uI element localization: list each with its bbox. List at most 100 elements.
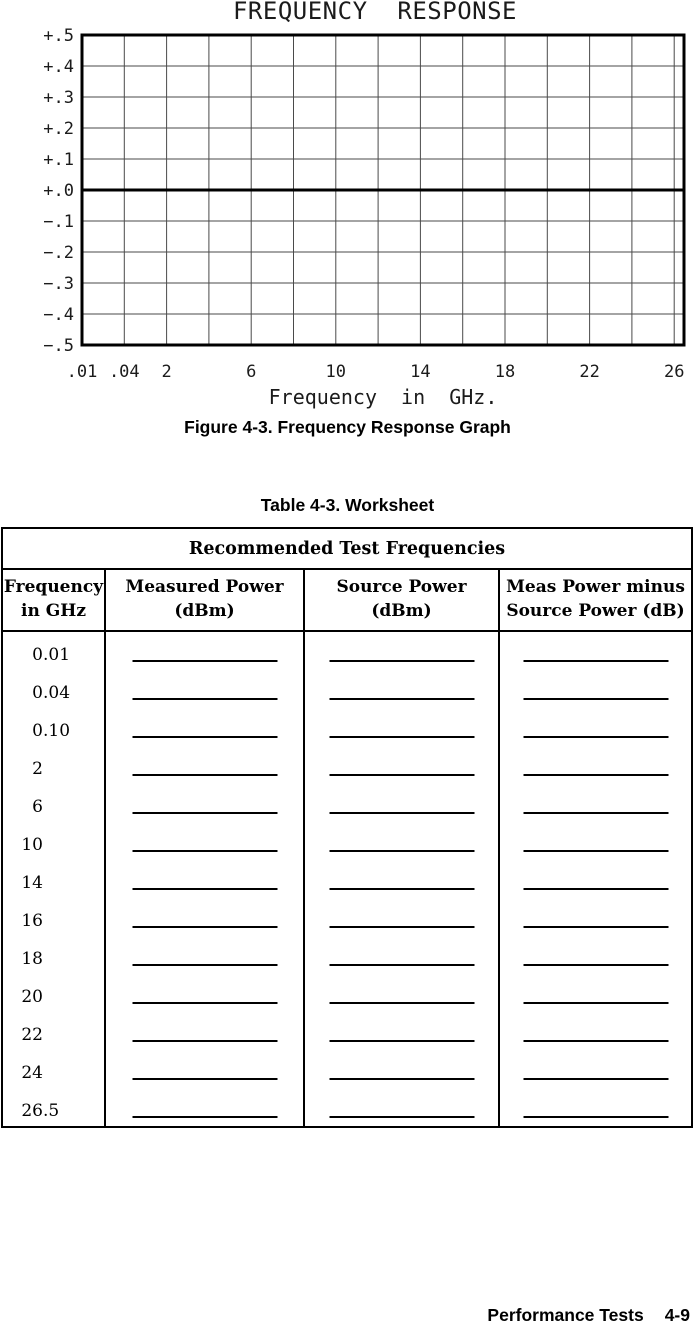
frequency-int: 26	[21, 1101, 43, 1121]
table-row: 22	[3, 1012, 691, 1050]
header-meas-minus-source: Meas Power minus Source Power (dB)	[498, 570, 691, 630]
measured-power-blank-line	[132, 926, 277, 928]
meas-minus-source-blank-line	[523, 1116, 668, 1118]
x-tick-label: .01	[67, 362, 98, 382]
y-tick-label: +.5	[43, 26, 74, 46]
source-power-blank-line	[329, 926, 474, 928]
frequency-int: 16	[21, 911, 43, 931]
source-power-cell	[303, 784, 498, 822]
meas-minus-source-cell	[498, 784, 691, 822]
source-power-blank-line	[329, 964, 474, 966]
source-power-blank-line	[329, 1002, 474, 1004]
meas-minus-source-cell	[498, 860, 691, 898]
meas-minus-source-blank-line	[523, 1002, 668, 1004]
frequency-frac: .5	[43, 1101, 60, 1121]
source-power-cell	[303, 936, 498, 974]
frequency-cell: 6	[3, 784, 104, 822]
measured-power-cell	[104, 1088, 303, 1126]
y-tick-label: −.4	[43, 305, 74, 325]
measured-power-cell	[104, 708, 303, 746]
measured-power-blank-line	[132, 812, 277, 814]
meas-minus-source-blank-line	[523, 926, 668, 928]
table-row: 24	[3, 1050, 691, 1088]
meas-minus-source-blank-line	[523, 1078, 668, 1080]
x-tick-label: 18	[495, 362, 515, 382]
frequency-frac: .04	[43, 683, 71, 703]
table-row: 10	[3, 822, 691, 860]
source-power-blank-line	[329, 660, 474, 662]
table-row: 26.5	[3, 1088, 691, 1126]
measured-power-cell	[104, 670, 303, 708]
frequency-cell: 0.04	[3, 670, 104, 708]
meas-minus-source-blank-line	[523, 964, 668, 966]
source-power-cell	[303, 1012, 498, 1050]
table-caption: Table 4-3. Worksheet	[260, 495, 435, 515]
header-source-power: Source Power (dBm)	[303, 570, 498, 630]
measured-power-cell	[104, 746, 303, 784]
frequency-cell: 20	[3, 974, 104, 1012]
table-row: 0.04	[3, 670, 691, 708]
x-tick-label: 10	[326, 362, 346, 382]
x-tick-label: .04	[109, 362, 140, 382]
header-frequency: Frequency in GHz	[3, 570, 104, 630]
measured-power-blank-line	[132, 736, 277, 738]
source-power-cell	[303, 1088, 498, 1126]
frequency-cell: 26.5	[3, 1088, 104, 1126]
meas-minus-source-blank-line	[523, 888, 668, 890]
table-header-row: Frequency in GHz Measured Power (dBm) So…	[3, 570, 691, 632]
frequency-int: 10	[21, 835, 43, 855]
source-power-blank-line	[329, 888, 474, 890]
measured-power-blank-line	[132, 850, 277, 852]
measured-power-blank-line	[132, 698, 277, 700]
frequency-cell: 0.01	[3, 632, 104, 670]
frequency-cell: 0.10	[3, 708, 104, 746]
source-power-cell	[303, 1050, 498, 1088]
measured-power-blank-line	[132, 774, 277, 776]
table-row: 18	[3, 936, 691, 974]
worksheet-table: Recommended Test Frequencies Frequency i…	[1, 527, 693, 1128]
frequency-int: 22	[21, 1025, 43, 1045]
x-axis-title: Frequency in GHz.	[269, 385, 498, 409]
page-footer: Performance Tests 4-9	[487, 1305, 690, 1326]
frequency-int: 24	[21, 1063, 43, 1083]
meas-minus-source-blank-line	[523, 850, 668, 852]
measured-power-cell	[104, 632, 303, 670]
measured-power-cell	[104, 784, 303, 822]
meas-minus-source-cell	[498, 898, 691, 936]
source-power-cell	[303, 974, 498, 1012]
table-body: 0.01 0.04 0.10 2 6 10 14	[3, 632, 691, 1126]
measured-power-blank-line	[132, 1116, 277, 1118]
meas-minus-source-blank-line	[523, 1040, 668, 1042]
frequency-frac: .01	[43, 645, 71, 665]
meas-minus-source-cell	[498, 1088, 691, 1126]
header-source-power-line1: Source Power	[336, 577, 467, 598]
frequency-frac: .10	[43, 721, 71, 741]
frequency-cell: 14	[3, 860, 104, 898]
header-source-power-line2: (dBm)	[371, 601, 432, 621]
x-tick-label: 6	[246, 362, 256, 382]
measured-power-cell	[104, 936, 303, 974]
frequency-cell: 24	[3, 1050, 104, 1088]
meas-minus-source-cell	[498, 670, 691, 708]
graph-border	[80, 33, 686, 347]
measured-power-cell	[104, 974, 303, 1012]
x-tick-label: 26	[664, 362, 684, 382]
source-power-blank-line	[329, 1040, 474, 1042]
source-power-blank-line	[329, 812, 474, 814]
figure-caption: Figure 4-3. Frequency Response Graph	[184, 417, 511, 437]
frequency-int: 0	[32, 683, 43, 703]
source-power-cell	[303, 898, 498, 936]
header-frequency-line2: in GHz	[21, 601, 86, 621]
measured-power-blank-line	[132, 660, 277, 662]
source-power-blank-line	[329, 736, 474, 738]
table-row: 0.01	[3, 632, 691, 670]
frequency-int: 0	[32, 721, 43, 741]
meas-minus-source-cell	[498, 974, 691, 1012]
meas-minus-source-cell	[498, 936, 691, 974]
frequency-cell: 22	[3, 1012, 104, 1050]
x-tick-label: 22	[579, 362, 599, 382]
table-row: 14	[3, 860, 691, 898]
table-row: 16	[3, 898, 691, 936]
frequency-int: 18	[21, 949, 43, 969]
